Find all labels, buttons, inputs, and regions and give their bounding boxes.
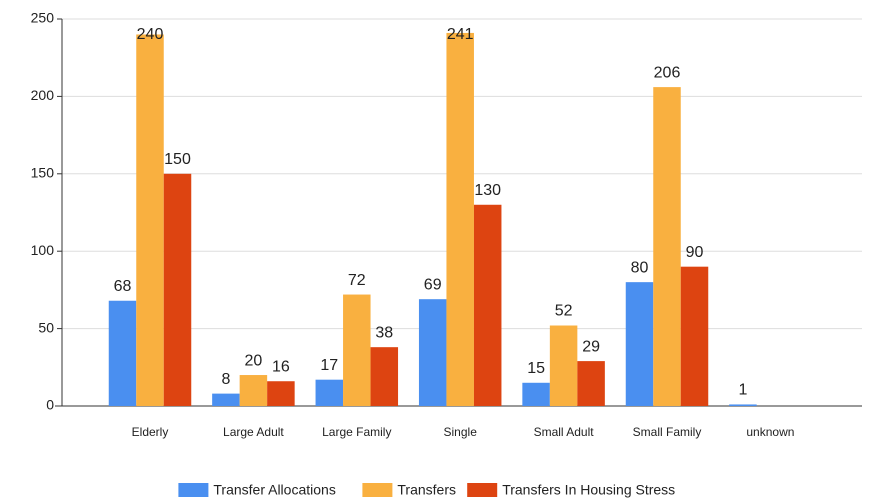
legend-swatch — [362, 483, 393, 497]
value-label: 17 — [320, 357, 338, 374]
value-label: 1 — [738, 382, 747, 399]
x-tick-label: Small Family — [633, 425, 702, 439]
bar — [625, 282, 654, 406]
x-tick-label: Elderly — [132, 425, 169, 439]
value-label: 130 — [474, 182, 501, 199]
value-label: 240 — [137, 26, 164, 43]
y-tick-label: 100 — [31, 242, 55, 258]
bar — [212, 393, 240, 406]
value-label: 80 — [631, 259, 649, 276]
value-label: 241 — [447, 26, 474, 43]
value-label: 15 — [527, 360, 545, 377]
bar — [370, 347, 399, 406]
bar — [653, 87, 681, 406]
value-label: 16 — [272, 358, 290, 375]
bar — [473, 204, 502, 406]
legend-label: Transfers — [397, 482, 456, 498]
x-tick-label: Large Family — [322, 425, 391, 439]
y-tick-label: 50 — [38, 319, 54, 335]
bar — [136, 34, 164, 406]
value-label: 8 — [221, 371, 230, 388]
bar — [343, 294, 371, 406]
y-tick-label: 150 — [31, 165, 55, 181]
value-label: 38 — [375, 324, 393, 341]
bar — [315, 379, 344, 406]
bar — [577, 361, 605, 406]
y-tick-label: 250 — [31, 10, 55, 26]
bar — [729, 404, 757, 406]
bar — [163, 173, 192, 406]
value-label: 150 — [164, 151, 191, 168]
x-tick-label: Single — [444, 425, 478, 439]
bar — [267, 381, 295, 406]
value-label: 206 — [654, 64, 681, 81]
legend-label: Transfer Allocations — [213, 482, 335, 498]
legend-swatch — [467, 483, 498, 497]
value-label: 68 — [114, 278, 132, 295]
value-label: 20 — [245, 352, 263, 369]
x-tick-label: Large Adult — [223, 425, 284, 439]
bar — [239, 375, 268, 406]
bar — [418, 299, 447, 406]
value-label: 72 — [348, 272, 366, 289]
x-tick-label: Small Adult — [534, 425, 595, 439]
value-label: 90 — [686, 244, 704, 261]
y-tick-label: 0 — [46, 397, 54, 413]
value-label: 69 — [424, 276, 442, 293]
y-tick-label: 200 — [31, 87, 55, 103]
value-label: 52 — [555, 303, 573, 320]
bar — [446, 32, 474, 406]
bar — [108, 300, 137, 406]
legend-swatch — [178, 483, 209, 497]
legend-label: Transfers In Housing Stress — [502, 482, 675, 498]
bar — [522, 382, 550, 406]
bar — [549, 325, 578, 406]
value-label: 29 — [582, 338, 600, 355]
bar — [680, 266, 709, 406]
x-tick-label: unknown — [746, 425, 794, 439]
